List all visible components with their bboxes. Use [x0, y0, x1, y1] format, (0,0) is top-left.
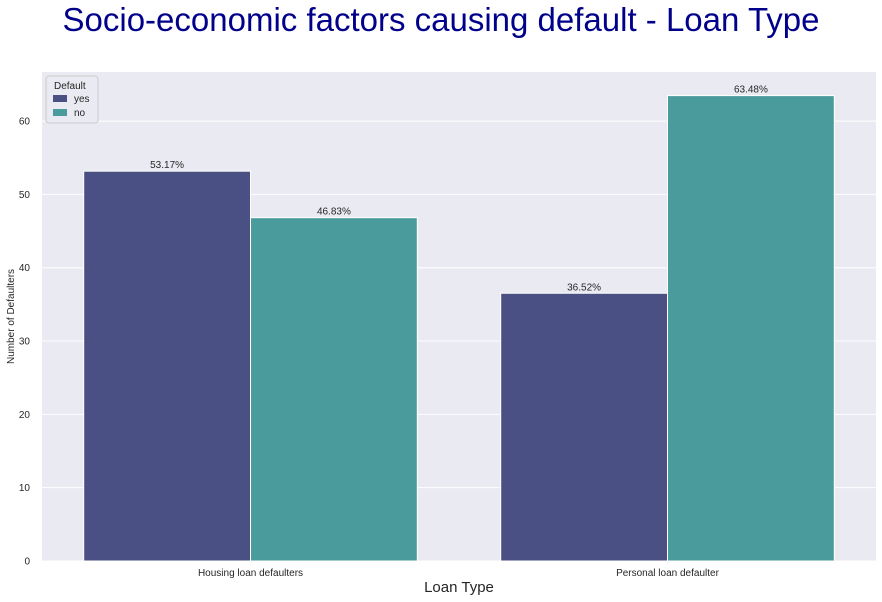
- y-axis-label: Number of Defaulters: [6, 269, 17, 364]
- x-axis-label: Loan Type: [424, 579, 494, 596]
- legend-title: Default: [54, 81, 86, 92]
- x-axis-ticks: Housing loan defaulters Personal loan def…: [198, 568, 720, 579]
- legend-swatch-no: [53, 109, 67, 116]
- y-tick-label: 30: [19, 337, 31, 348]
- y-tick-label: 40: [19, 263, 31, 274]
- bar-data-label: 36.52%: [567, 282, 601, 293]
- bar-no-1: [250, 217, 418, 562]
- bar-yes-1: [83, 170, 251, 562]
- legend: Default yes no: [45, 75, 99, 124]
- y-tick-label: 20: [19, 410, 31, 421]
- legend-label-yes: yes: [74, 94, 90, 105]
- x-tick-label: Housing loan defaulters: [198, 568, 303, 579]
- legend-entries: yes no: [53, 94, 90, 119]
- y-axis-ticks: 0 10 20 30 40 50 60: [19, 117, 31, 568]
- bar-data-label: 53.17%: [150, 160, 184, 171]
- bar-data-label: 46.83%: [317, 207, 351, 218]
- y-tick-label: 0: [24, 557, 30, 568]
- legend-swatch-yes: [53, 95, 67, 102]
- y-tick-label: 10: [19, 483, 31, 494]
- x-tick-label: Personal loan defaulter: [616, 568, 720, 579]
- chart-title: Socio-economic factors causing default -…: [62, 1, 820, 38]
- bar-data-label: 63.48%: [734, 85, 768, 96]
- y-tick-label: 60: [19, 117, 31, 128]
- y-tick-label: 50: [19, 190, 31, 201]
- bar-no-2: [667, 95, 835, 562]
- bars: 53.17% 46.83% 36.52% 63.48%: [83, 85, 835, 562]
- legend-label-no: no: [74, 108, 86, 119]
- bar-yes-2: [500, 292, 669, 562]
